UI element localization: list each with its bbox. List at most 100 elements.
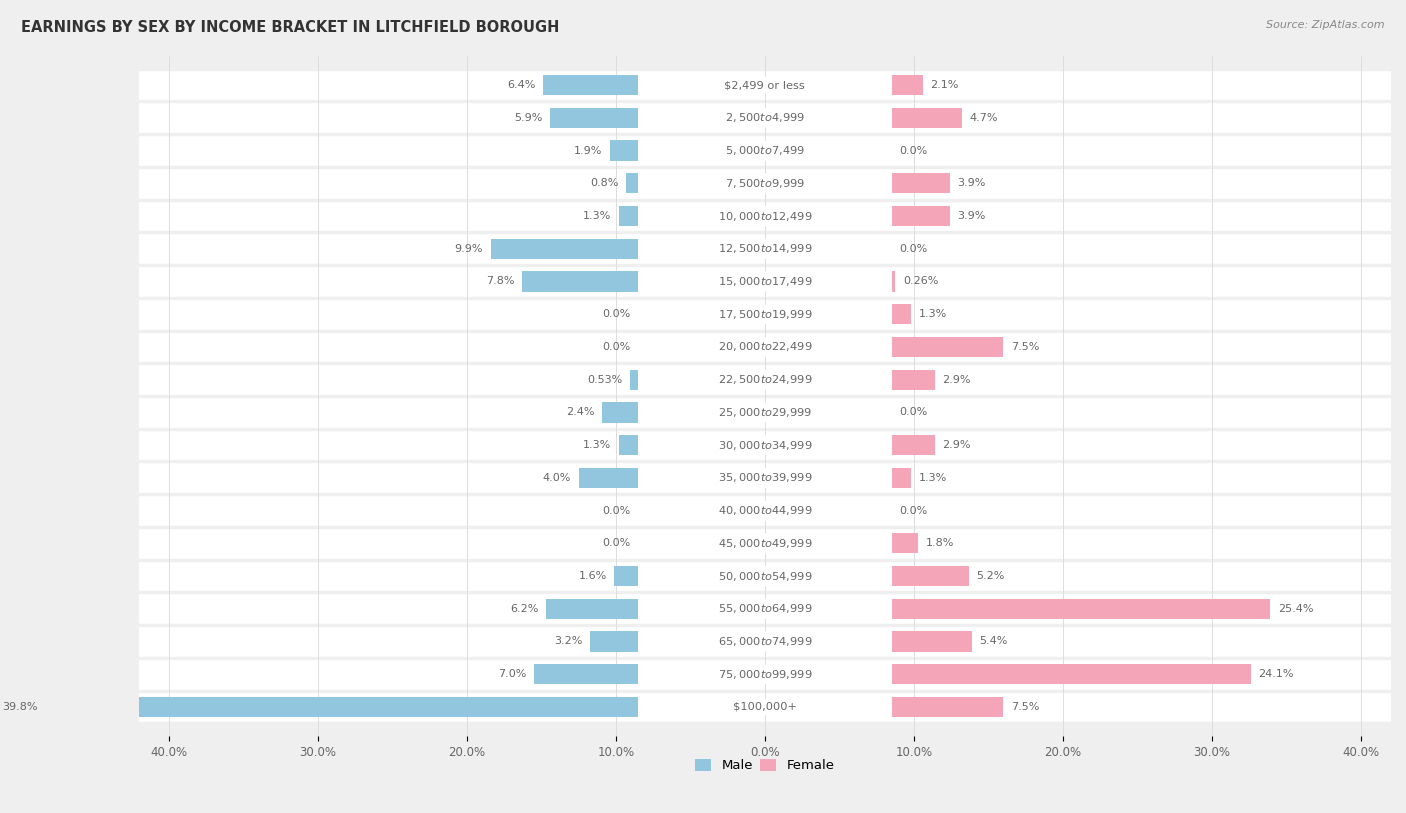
Text: 0.0%: 0.0% [602,342,631,352]
Text: 0.8%: 0.8% [591,178,619,189]
Text: 0.0%: 0.0% [602,309,631,320]
Text: 4.7%: 4.7% [969,113,998,123]
Text: 9.9%: 9.9% [454,244,484,254]
Bar [891,304,911,324]
Bar [891,598,1270,619]
Text: 1.8%: 1.8% [927,538,955,548]
Bar [543,75,638,95]
Bar [891,632,972,652]
FancyBboxPatch shape [139,298,1391,331]
FancyBboxPatch shape [139,396,1391,428]
FancyBboxPatch shape [139,428,1391,462]
Bar [891,206,949,226]
Text: 1.9%: 1.9% [574,146,602,155]
FancyBboxPatch shape [139,559,1391,593]
Text: $25,000 to $29,999: $25,000 to $29,999 [717,406,813,419]
FancyBboxPatch shape [139,462,1391,494]
Bar [578,467,638,488]
Bar [45,697,638,717]
Text: 1.3%: 1.3% [918,473,946,483]
Bar [891,697,1004,717]
FancyBboxPatch shape [139,593,1391,625]
Text: $5,000 to $7,499: $5,000 to $7,499 [725,144,804,157]
FancyBboxPatch shape [139,494,1391,527]
Text: $35,000 to $39,999: $35,000 to $39,999 [717,472,813,485]
Text: 0.0%: 0.0% [898,506,928,515]
Bar [619,206,638,226]
Text: 7.8%: 7.8% [486,276,515,286]
Bar [491,238,638,259]
Bar [610,141,638,161]
Text: $12,500 to $14,999: $12,500 to $14,999 [717,242,813,255]
Text: $30,000 to $34,999: $30,000 to $34,999 [717,438,813,451]
Bar [630,370,638,389]
Bar [891,370,935,389]
Text: $75,000 to $99,999: $75,000 to $99,999 [717,667,813,680]
Text: 7.0%: 7.0% [498,669,526,679]
Bar [891,467,911,488]
Text: 1.3%: 1.3% [583,440,612,450]
Text: $10,000 to $12,499: $10,000 to $12,499 [717,210,813,223]
Text: 0.0%: 0.0% [898,146,928,155]
Bar [891,435,935,455]
Text: 0.26%: 0.26% [903,276,938,286]
Text: 4.0%: 4.0% [543,473,571,483]
Bar [891,75,922,95]
Text: 24.1%: 24.1% [1258,669,1294,679]
Text: $15,000 to $17,499: $15,000 to $17,499 [717,275,813,288]
Text: $55,000 to $64,999: $55,000 to $64,999 [717,602,813,615]
Bar [891,533,918,554]
Text: 5.4%: 5.4% [980,637,1008,646]
Text: 39.8%: 39.8% [1,702,38,712]
Bar [534,664,638,685]
Text: 1.3%: 1.3% [583,211,612,221]
Text: $22,500 to $24,999: $22,500 to $24,999 [717,373,813,386]
Bar [891,272,896,292]
Text: 1.6%: 1.6% [579,571,607,581]
Text: 0.0%: 0.0% [898,407,928,417]
FancyBboxPatch shape [139,134,1391,167]
Text: $45,000 to $49,999: $45,000 to $49,999 [717,537,813,550]
Text: 0.53%: 0.53% [588,375,623,385]
Text: 1.3%: 1.3% [918,309,946,320]
FancyBboxPatch shape [139,102,1391,134]
Text: 2.9%: 2.9% [942,440,970,450]
Text: 2.4%: 2.4% [567,407,595,417]
Text: 3.2%: 3.2% [554,637,583,646]
Text: Source: ZipAtlas.com: Source: ZipAtlas.com [1267,20,1385,30]
Text: 3.9%: 3.9% [957,211,986,221]
Bar [550,107,638,128]
Text: EARNINGS BY SEX BY INCOME BRACKET IN LITCHFIELD BOROUGH: EARNINGS BY SEX BY INCOME BRACKET IN LIT… [21,20,560,35]
FancyBboxPatch shape [139,527,1391,559]
FancyBboxPatch shape [139,625,1391,658]
Text: 5.9%: 5.9% [515,113,543,123]
Text: $7,500 to $9,999: $7,500 to $9,999 [725,176,804,189]
FancyBboxPatch shape [139,233,1391,265]
Text: 2.9%: 2.9% [942,375,970,385]
Text: 2.1%: 2.1% [931,80,959,90]
Text: 6.4%: 6.4% [508,80,536,90]
FancyBboxPatch shape [139,265,1391,298]
Text: $100,000+: $100,000+ [733,702,797,712]
Bar [614,566,638,586]
Bar [522,272,638,292]
FancyBboxPatch shape [139,363,1391,396]
Text: $2,500 to $4,999: $2,500 to $4,999 [725,111,804,124]
Text: 0.0%: 0.0% [602,538,631,548]
FancyBboxPatch shape [139,331,1391,363]
Text: $40,000 to $44,999: $40,000 to $44,999 [717,504,813,517]
Bar [891,337,1004,357]
Bar [891,566,969,586]
FancyBboxPatch shape [139,69,1391,102]
Text: $65,000 to $74,999: $65,000 to $74,999 [717,635,813,648]
FancyBboxPatch shape [139,690,1391,724]
Text: $50,000 to $54,999: $50,000 to $54,999 [717,570,813,583]
Bar [626,173,638,193]
Text: 7.5%: 7.5% [1011,702,1039,712]
Bar [591,632,638,652]
Bar [891,173,949,193]
Bar [891,107,962,128]
Legend: Male, Female: Male, Female [690,754,839,777]
Text: 5.2%: 5.2% [977,571,1005,581]
Bar [602,402,638,423]
